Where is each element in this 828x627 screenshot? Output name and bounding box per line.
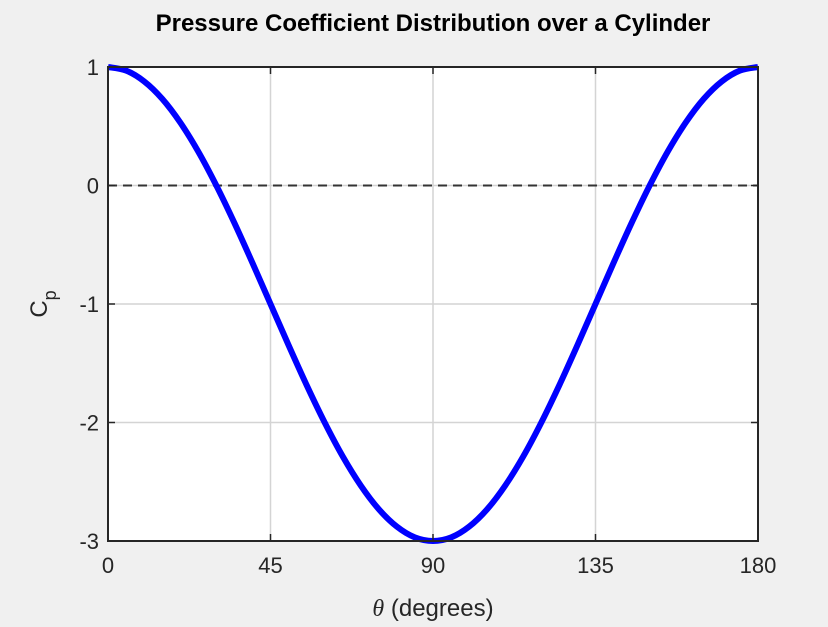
x-tick-label: 135 [577,553,614,578]
x-tick-label: 45 [258,553,282,578]
chart-title: Pressure Coefficient Distribution over a… [156,10,711,37]
y-tick-label: -2 [79,411,99,436]
y-tick-label: 1 [87,55,99,80]
x-axis-label-text: (degrees) [384,595,493,622]
tick-layer: 0 45 90 135 180 -3 -2 -1 0 1 [79,55,776,578]
x-axis-label-symbol: θ [372,596,384,622]
y-tick-label: 0 [87,174,99,199]
y-axis-label-subscript: p [40,290,60,300]
x-tick-label: 90 [421,553,445,578]
y-tick-label: -3 [79,529,99,554]
y-tick-label: -1 [79,292,99,317]
x-axis-label: θ (degrees) [372,595,493,622]
y-axis-label-main: C [26,300,53,317]
x-tick-label: 0 [102,553,114,578]
y-axis-label: Cp [26,290,60,317]
x-tick-label: 180 [740,553,777,578]
